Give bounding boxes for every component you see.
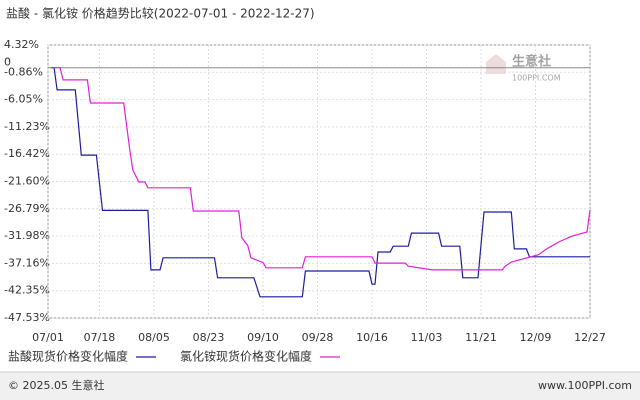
legend-label: 氯化铵现货价格变化幅度	[180, 349, 312, 364]
footer-copyright: © 2025.05 生意社	[8, 378, 104, 392]
watermark-logo	[486, 54, 506, 74]
y-tick-label: -11.23%	[4, 120, 50, 133]
y-tick-label: 4.32%	[4, 38, 39, 51]
legend-label: 盐酸现货价格变化幅度	[8, 349, 128, 364]
chart-title: 盐酸 - 氯化铵 价格趋势比较(2022-07-01 - 2022-12-27)	[6, 6, 315, 21]
y-tick-label: -26.79%	[4, 202, 50, 215]
y-tick-label: -47.53%	[4, 311, 50, 324]
footer-site: www.100PPI.com	[538, 379, 632, 392]
x-tick-label: 09/10	[247, 331, 279, 344]
y-tick-label: -31.98%	[4, 229, 50, 242]
x-tick-label: 08/05	[138, 331, 170, 344]
x-tick-label: 12/27	[574, 331, 606, 344]
x-tick-label: 09/28	[302, 331, 334, 344]
x-tick-label: 10/16	[356, 331, 388, 344]
y-tick-label: -42.35%	[4, 284, 50, 297]
x-tick-label: 11/03	[411, 331, 443, 344]
y-tick-label: -37.16%	[4, 256, 50, 269]
y-tick-label: -0.86%	[4, 65, 43, 78]
y-tick-label: -16.42%	[4, 147, 50, 160]
footer-band	[0, 372, 640, 400]
watermark-brand: 生意社	[512, 54, 551, 70]
watermark-site: 100PPI.COM	[512, 74, 561, 83]
series-line	[51, 67, 590, 298]
y-tick-label: -21.60%	[4, 174, 50, 187]
x-tick-label: 07/18	[84, 331, 116, 344]
y-tick-label: -6.05%	[4, 93, 43, 106]
x-tick-label: 11/21	[465, 331, 497, 344]
x-tick-label: 12/09	[520, 331, 552, 344]
series-line	[51, 67, 591, 271]
x-tick-label: 08/23	[193, 331, 225, 344]
watermark: 生意社 100PPI.COM	[486, 54, 561, 83]
zero-label: 0	[4, 56, 11, 69]
x-tick-label: 07/01	[32, 331, 64, 344]
